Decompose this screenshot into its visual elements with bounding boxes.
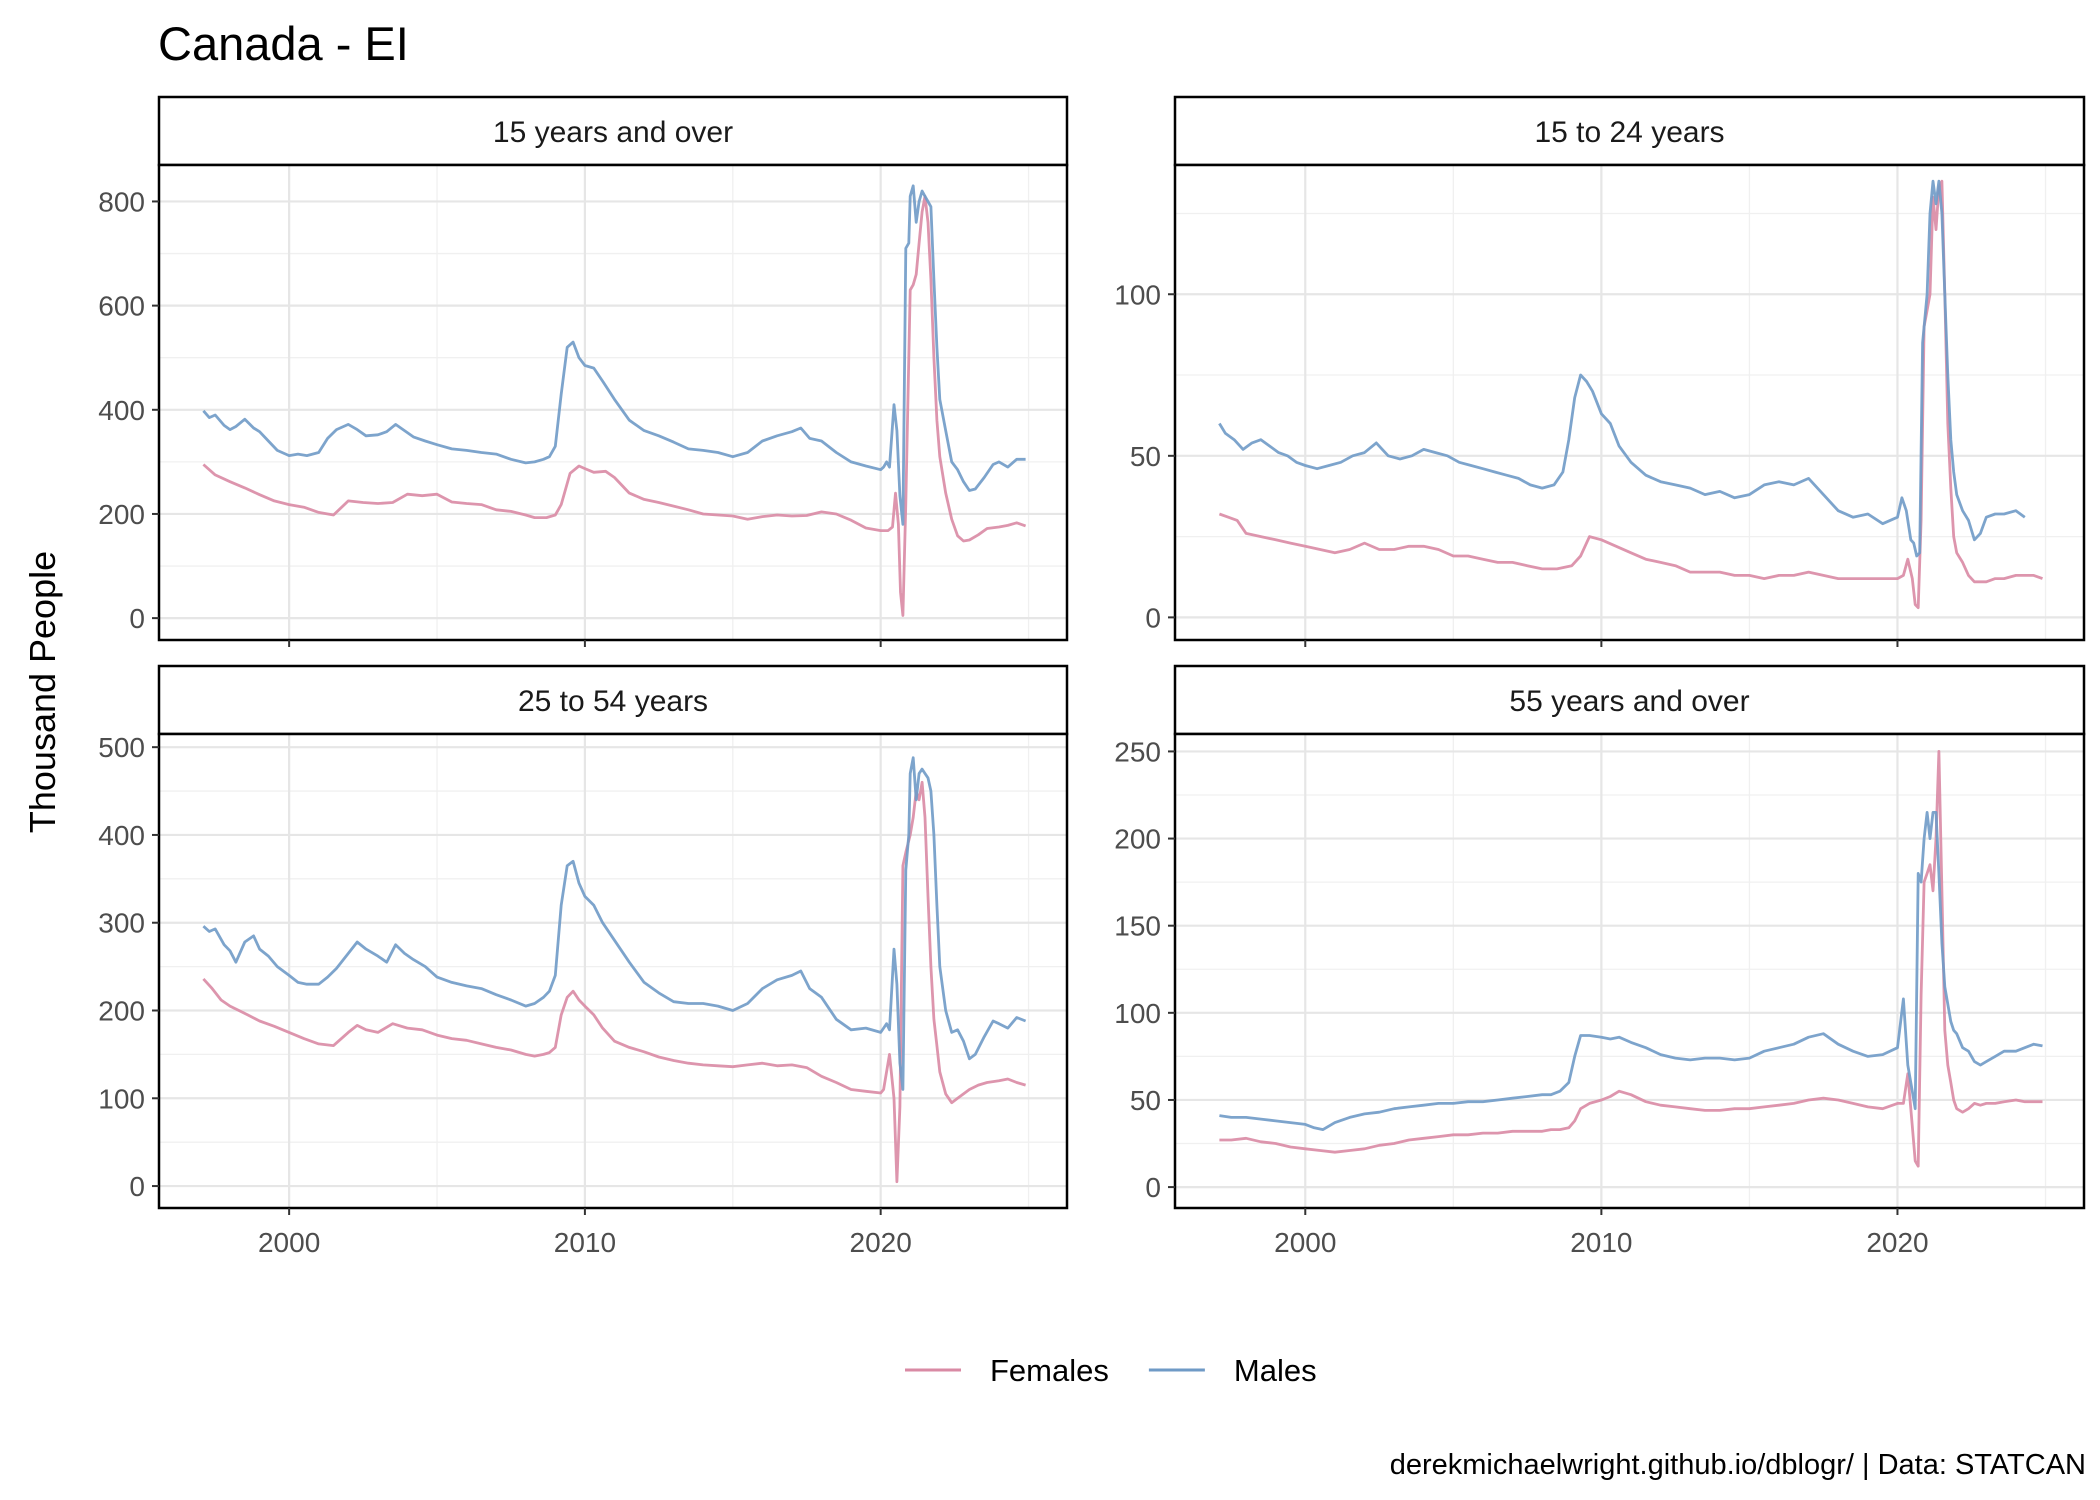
panel-background bbox=[159, 165, 1067, 640]
y-tick-label: 100 bbox=[1114, 279, 1161, 310]
panel-25-to-54-years: 25 to 54 years 0 100 200 300 400 500 2000 2010 20… bbox=[98, 664, 1069, 1258]
y-tick-label: 0 bbox=[129, 1171, 145, 1202]
series-line-females bbox=[1218, 179, 2043, 610]
x-tick-label: 2000 bbox=[1274, 1227, 1336, 1258]
x-tick-label: 2010 bbox=[1570, 1227, 1632, 1258]
facet-strip-label: 15 to 24 years bbox=[1534, 116, 1724, 149]
series-line-males bbox=[1219, 811, 2043, 1131]
y-tick-label: 50 bbox=[1130, 1085, 1161, 1116]
panel-background bbox=[159, 734, 1067, 1208]
y-tick-label: 0 bbox=[129, 603, 145, 634]
y-tick-label: 500 bbox=[98, 732, 145, 763]
series-line-males bbox=[202, 756, 1027, 1091]
panel-15-years-and-over: 15 years and over 0 200 400 600 800 bbox=[98, 95, 1069, 647]
legend-item-females: Females bbox=[905, 1353, 1109, 1388]
y-tick-label: 600 bbox=[98, 291, 145, 322]
chart-caption: derekmichaelwright.github.io/dblogr/ | D… bbox=[1390, 1449, 2086, 1481]
series-line-females bbox=[202, 780, 1026, 1184]
y-tick-label: 300 bbox=[98, 908, 145, 939]
y-tick-label: 100 bbox=[98, 1083, 145, 1114]
panel-15-to-24-years: 15 to 24 years 0 50 100 bbox=[1114, 95, 2086, 647]
facet-strip bbox=[157, 95, 1069, 167]
panel-55-years-and-over: 55 years and over 0 50 100 150 200 250 2000 2010… bbox=[1114, 664, 2086, 1258]
y-tick-label: 150 bbox=[1114, 911, 1161, 942]
legend-label: Males bbox=[1234, 1353, 1317, 1388]
legend: Females Males bbox=[905, 1353, 1317, 1388]
x-tick-label: 2020 bbox=[1866, 1227, 1928, 1258]
y-tick-label: 400 bbox=[98, 820, 145, 851]
facet-strip-label: 15 years and over bbox=[493, 116, 733, 149]
panel-border bbox=[157, 732, 1069, 1210]
y-tick-label: 100 bbox=[1114, 998, 1161, 1029]
legend-label: Females bbox=[990, 1353, 1109, 1388]
facet-strip bbox=[157, 664, 1069, 736]
y-tick-label: 250 bbox=[1114, 736, 1161, 767]
panel-border bbox=[157, 163, 1069, 642]
y-tick-label: 400 bbox=[98, 395, 145, 426]
panel-border bbox=[1173, 163, 2086, 642]
y-axis-title: Thousand People bbox=[22, 551, 63, 833]
panel-background bbox=[1175, 734, 2084, 1208]
y-tick-label: 800 bbox=[98, 186, 145, 217]
panel-border bbox=[1173, 732, 2086, 1210]
series-line-females bbox=[202, 194, 1027, 617]
y-tick-label: 50 bbox=[1130, 441, 1161, 472]
chart-title: Canada - EI bbox=[158, 17, 409, 70]
y-tick-label: 200 bbox=[1114, 824, 1161, 855]
y-tick-label: 0 bbox=[1145, 1172, 1161, 1203]
facet-panels: 15 years and over 0 200 400 600 800 15 to 24 y… bbox=[98, 95, 2086, 1258]
series-line-males bbox=[202, 184, 1026, 526]
y-tick-label: 0 bbox=[1145, 602, 1161, 633]
series-line-males bbox=[1218, 179, 2026, 558]
x-tick-label: 2010 bbox=[554, 1227, 616, 1258]
x-tick-label: 2020 bbox=[850, 1227, 912, 1258]
series-line-females bbox=[1219, 750, 2043, 1168]
facet-strip-label: 55 years and over bbox=[1509, 685, 1749, 718]
facet-strip-label: 25 to 54 years bbox=[518, 685, 708, 718]
y-tick-label: 200 bbox=[98, 499, 145, 530]
y-tick-label: 200 bbox=[98, 996, 145, 1027]
x-tick-label: 2000 bbox=[258, 1227, 320, 1258]
legend-item-males: Males bbox=[1148, 1353, 1317, 1388]
